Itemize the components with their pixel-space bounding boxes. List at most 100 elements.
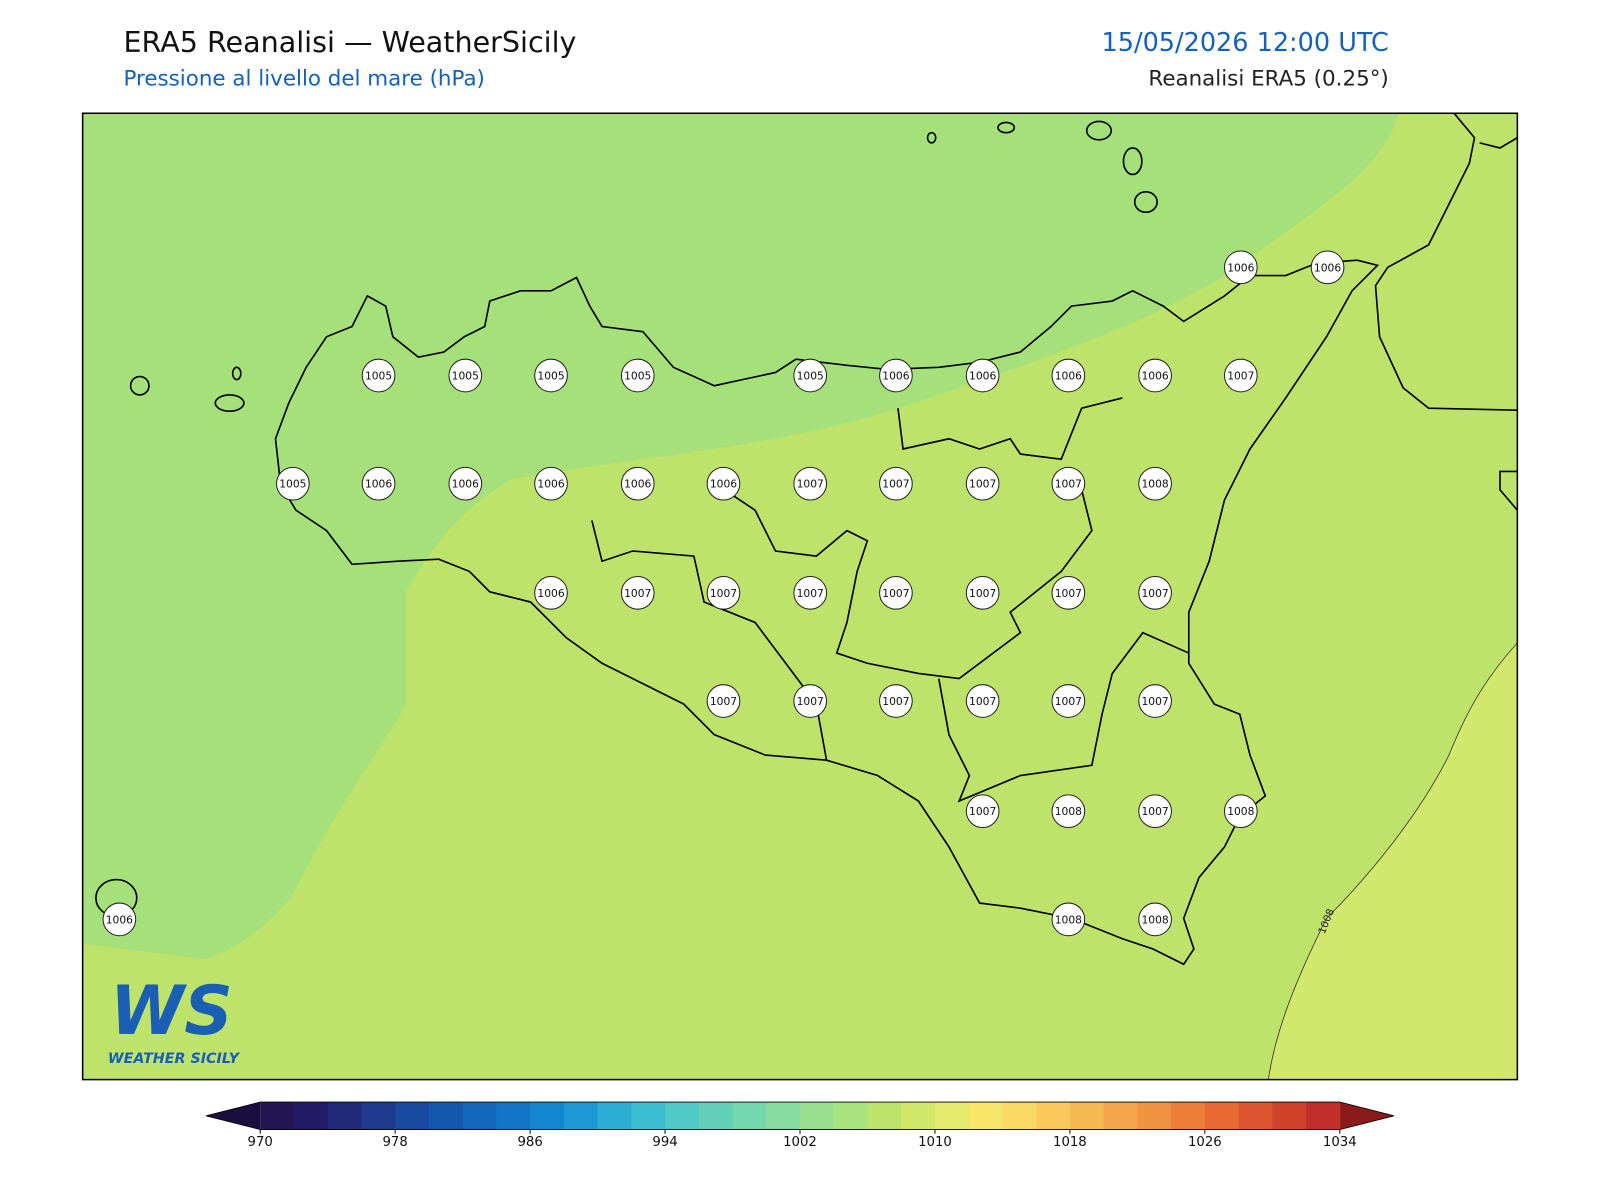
station-marker: [1223, 794, 1258, 829]
station-value: 1005: [797, 370, 824, 383]
field-low: [82, 113, 1398, 960]
station-value: 1005: [365, 370, 392, 383]
station-marker: [1138, 684, 1172, 718]
colorbar-segment: [428, 1102, 464, 1130]
station-value: 1006: [106, 913, 133, 926]
station-marker: [1138, 902, 1172, 937]
station-marker: [879, 684, 913, 718]
colorbar-segment: [766, 1102, 801, 1130]
colorbar-segment: [867, 1102, 902, 1130]
station-marker: [534, 358, 568, 393]
station-marker: [1310, 250, 1345, 285]
station-marker: [793, 358, 828, 393]
station-marker: [793, 576, 828, 610]
station-marker: [1051, 576, 1086, 610]
station-value: 1005: [452, 370, 479, 383]
station-marker: [620, 358, 655, 393]
station-marker: [879, 466, 913, 501]
colorbar-segment: [901, 1102, 936, 1130]
station-value: 1007: [797, 478, 824, 491]
station-marker: [965, 576, 1000, 610]
station-marker: [793, 466, 828, 501]
station-marker: [102, 902, 137, 937]
colorbar-segment: [698, 1102, 734, 1130]
colorbar-segment: [1069, 1102, 1105, 1130]
station-marker: [361, 466, 396, 501]
station-marker: [1223, 358, 1258, 393]
station-value: 1007: [624, 587, 651, 600]
station-value: 1008: [1141, 913, 1168, 926]
colorbar-segment: [631, 1102, 666, 1130]
logo-mark: WS: [110, 971, 233, 1050]
subtitle: Pressione al livello del mare (hPa): [123, 67, 484, 92]
colorbar-segment: [361, 1102, 396, 1130]
colorbar-segment: [395, 1102, 430, 1130]
station-value: 1007: [1141, 805, 1168, 818]
station-marker: [793, 684, 828, 718]
map: 1008 1005 1005 1005 1005 1005 1006 1006 1006 100…: [82, 113, 1518, 1080]
station-value: 1007: [1055, 478, 1082, 491]
station-value: 1007: [969, 805, 996, 818]
colorbar-segment: [800, 1102, 835, 1130]
station-value: 1007: [1055, 695, 1082, 708]
station-marker: [620, 466, 655, 501]
station-value: 1006: [452, 478, 479, 491]
station-value: 1007: [969, 695, 996, 708]
title: ERA5 Reanalisi — WeatherSicily: [123, 25, 576, 59]
colorbar-tick-label: 970: [248, 1135, 273, 1150]
colorbar-segment: [1238, 1102, 1273, 1130]
station-value: 1005: [279, 478, 306, 491]
station-value: 1007: [1227, 370, 1254, 383]
station-value: 1006: [624, 478, 651, 491]
station-value: 1006: [969, 370, 996, 383]
station-marker: [1138, 576, 1172, 610]
colorbar-segment: [1036, 1102, 1071, 1130]
colorbar-tick-label: 994: [652, 1135, 677, 1150]
station-value: 1006: [537, 587, 564, 600]
station-marker: [534, 576, 568, 610]
colorbar-tick-label: 1034: [1323, 1135, 1357, 1150]
station-marker: [965, 466, 1000, 501]
colorbar-segment: [597, 1102, 632, 1130]
colorbar-segment: [1137, 1102, 1172, 1130]
station-value: 1007: [882, 695, 909, 708]
station-value: 1007: [1055, 587, 1082, 600]
station-value: 1007: [1141, 695, 1168, 708]
colorbar-segment: [1103, 1102, 1138, 1130]
station-marker: [448, 358, 483, 393]
colorbar-segment: [496, 1102, 531, 1130]
station-value: 1007: [710, 695, 737, 708]
station-value: 1008: [1141, 478, 1168, 491]
colorbar-segment: [934, 1102, 970, 1130]
station-marker: [706, 576, 741, 610]
station-marker: [276, 466, 310, 501]
station-value: 1006: [1141, 370, 1168, 383]
colorbar-under: [206, 1102, 261, 1130]
station-marker: [706, 684, 741, 718]
station-marker: [448, 466, 483, 501]
colorbar-segment: [1204, 1102, 1240, 1130]
station-value: 1007: [710, 587, 737, 600]
logo: WS WEATHER SICILY: [108, 971, 241, 1067]
colorbar-segment: [530, 1102, 565, 1130]
station-value: 1006: [1314, 261, 1341, 274]
station-value: 1006: [1227, 261, 1254, 274]
colorbar-segment: [462, 1102, 497, 1130]
field-high: [1267, 642, 1518, 1080]
station-value: 1008: [1227, 805, 1254, 818]
station-value: 1006: [882, 370, 909, 383]
station-labels: 1005 1005 1005 1005 1005 1006 1006 1006 1006 1007…: [102, 250, 1345, 937]
station-marker: [534, 466, 568, 501]
colorbar-tick-label: 1018: [1053, 1135, 1087, 1150]
station-marker: [1223, 250, 1258, 285]
station-marker: [361, 358, 396, 393]
station-value: 1007: [882, 587, 909, 600]
station-value: 1006: [1055, 370, 1082, 383]
colorbar-segment: [665, 1102, 700, 1130]
station-marker: [965, 794, 1000, 829]
station-marker: [965, 358, 1000, 393]
station-value: 1005: [537, 370, 564, 383]
colorbar: 970 978 986 994 1002 1010 1018 1026 1034: [206, 1101, 1394, 1150]
